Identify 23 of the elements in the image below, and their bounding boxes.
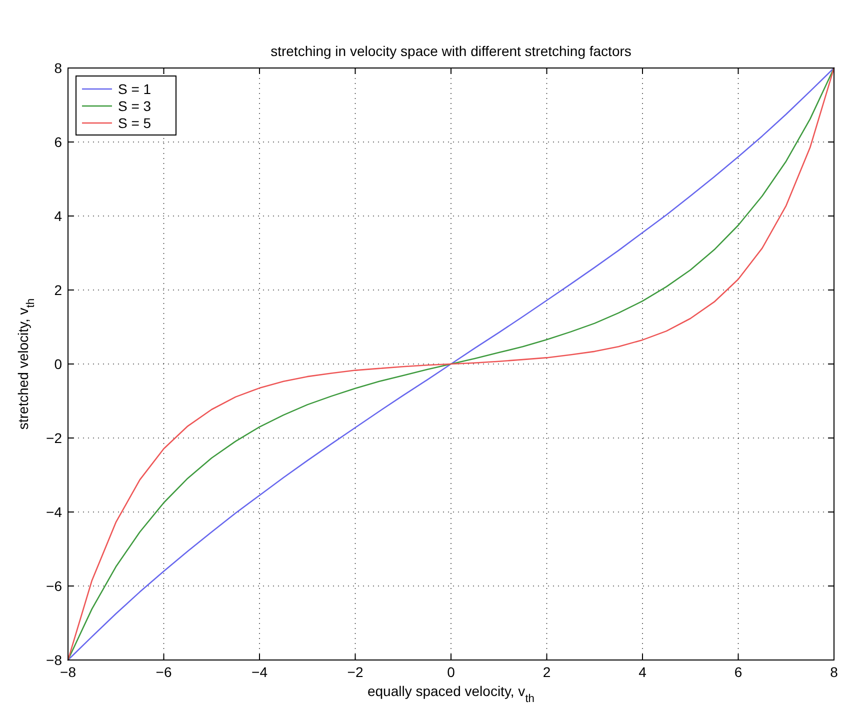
- y-tick-label: 6: [54, 134, 62, 150]
- legend-label: S = 1: [118, 81, 152, 97]
- x-tick-label: −6: [156, 664, 172, 680]
- y-tick-label: 4: [54, 208, 62, 224]
- y-tick-label: 8: [54, 60, 62, 76]
- x-tick-label: 4: [638, 664, 647, 680]
- x-tick-label: 8: [830, 664, 838, 680]
- y-tick-label: −2: [46, 430, 62, 446]
- legend-label: S = 5: [118, 115, 152, 131]
- legend-label: S = 3: [118, 98, 152, 114]
- x-tick-label: −4: [252, 664, 268, 680]
- y-tick-label: −8: [46, 652, 62, 668]
- y-tick-label: −4: [46, 504, 62, 520]
- line-series: [67, 67, 835, 661]
- x-tick-label: 6: [734, 664, 742, 680]
- y-tick-label: 2: [54, 282, 62, 298]
- x-tick-label: −2: [347, 664, 364, 680]
- x-tick-label: 2: [542, 664, 551, 680]
- x-tick-label: 0: [447, 664, 456, 680]
- chart-title: stretching in velocity space with different stretching factors: [270, 43, 632, 59]
- x-axis-title: equally spaced velocity, v$_{th}$: [367, 683, 535, 705]
- y-tick-label: 0: [54, 356, 62, 372]
- y-tick-label: −6: [46, 578, 62, 594]
